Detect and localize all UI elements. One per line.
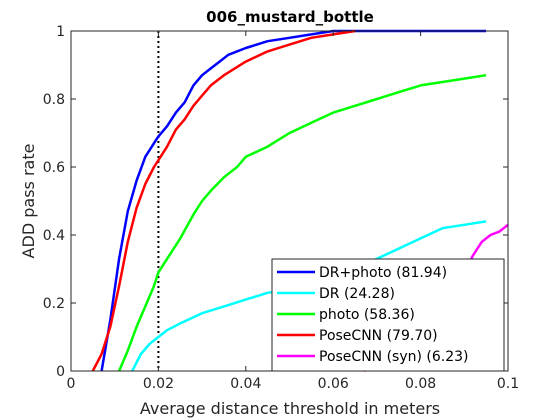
- x-axis-title: Average distance threshold in meters: [140, 399, 440, 418]
- legend-label-3: PoseCNN (79.70): [319, 328, 438, 344]
- legend-label-1: DR (24.28): [319, 286, 395, 302]
- x-tick-label: 0.06: [318, 376, 349, 392]
- series-line-2: [117, 73, 487, 372]
- legend-label-2: photo (58.36): [319, 307, 415, 323]
- y-tick-label: 1: [56, 24, 65, 40]
- legend-label-4: PoseCNN (syn) (6.23): [319, 349, 469, 365]
- x-tick-label: 0.1: [497, 376, 519, 392]
- x-tick-label: 0: [67, 376, 76, 392]
- y-tick-label: 0: [56, 364, 65, 380]
- chart-title: 006_mustard_bottle: [206, 8, 374, 26]
- y-tick-label: 0.2: [43, 296, 65, 312]
- x-tick-label: 0.08: [405, 376, 436, 392]
- y-tick-label: 0.8: [43, 92, 65, 108]
- series-line-3: [91, 29, 356, 372]
- y-axis-title: ADD pass rate: [19, 144, 38, 259]
- y-tick-label: 0.4: [43, 228, 65, 244]
- legend: DR+photo (81.94) DR (24.28) photo (58.36) P…: [271, 258, 505, 372]
- plot-area: 0 0.02 0.04 0.06 0.08 0.1 0 0.2 0.4 0.6 0.8 1 DR+pho…: [43, 24, 519, 392]
- x-tick-label: 0.02: [143, 376, 174, 392]
- y-tick-label: 0.6: [43, 160, 65, 176]
- legend-label-0: DR+photo (81.94): [319, 265, 447, 281]
- x-tick-label: 0.04: [230, 376, 261, 392]
